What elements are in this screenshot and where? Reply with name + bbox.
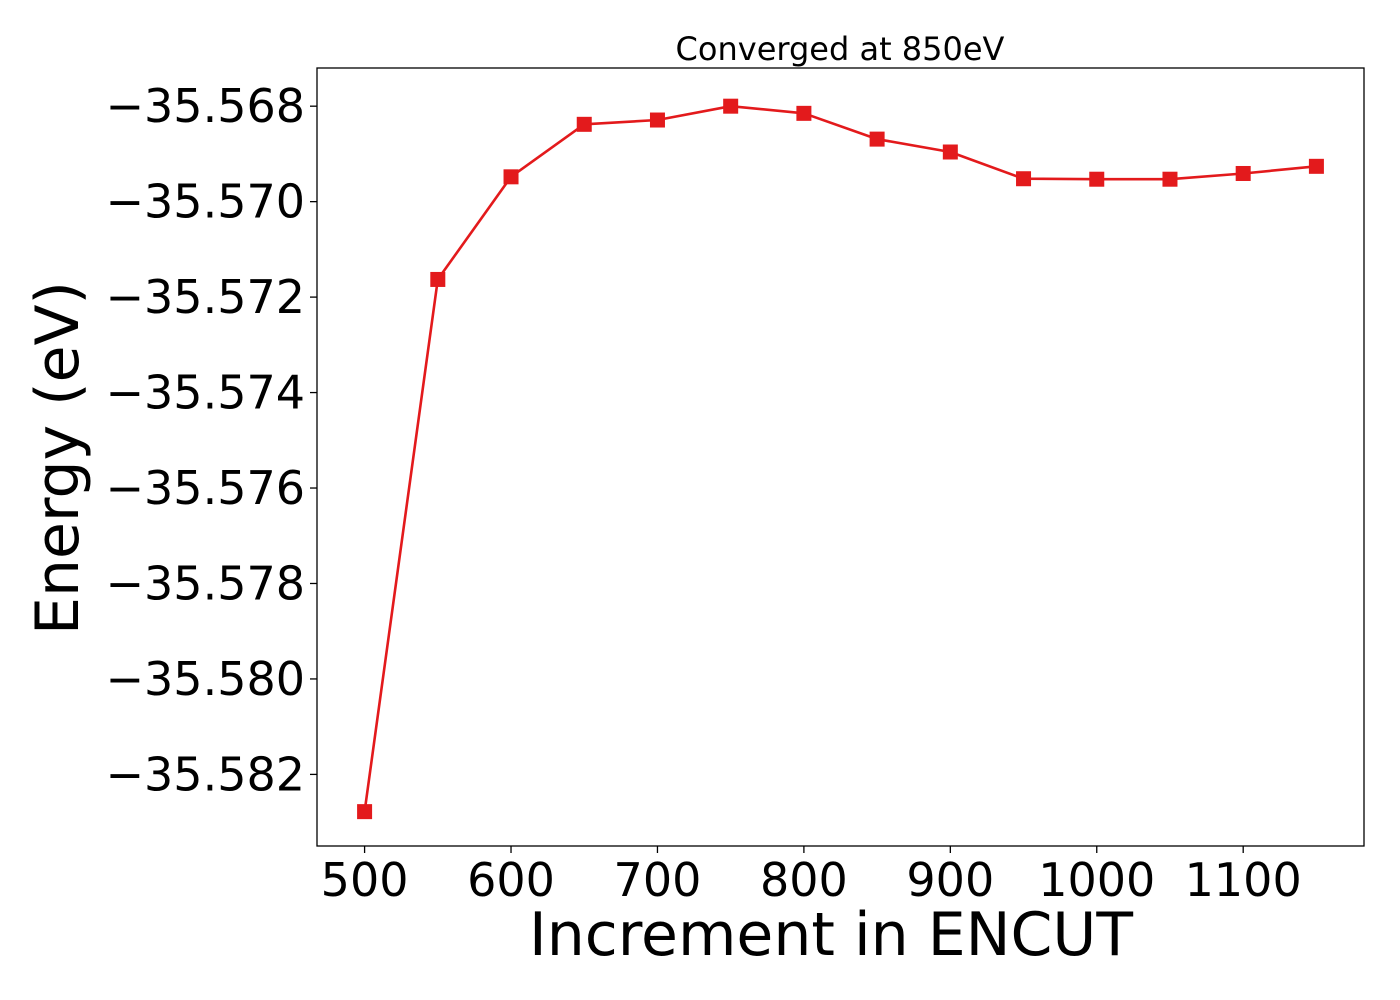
data-point-marker [942, 144, 958, 160]
x-axis-label: Increment in ENCUT [529, 900, 1133, 970]
y-tick-label: −35.582 [106, 747, 306, 801]
data-point-marker [796, 105, 812, 121]
x-axis-ticks: 500 600 700 800 900 1000 1100 [321, 846, 1302, 907]
y-tick-label: −35.578 [106, 556, 306, 610]
data-point-marker [1016, 171, 1032, 187]
series-line [363, 104, 1317, 812]
x-tick-label: 1000 [1038, 853, 1155, 907]
x-tick-label: 600 [467, 853, 555, 907]
x-tick-label: 800 [760, 853, 848, 907]
chart-title: Converged at 850eV [676, 30, 1005, 68]
plot-series [357, 98, 1324, 820]
data-point-marker [723, 98, 739, 114]
data-point-marker [1089, 171, 1105, 187]
data-point-marker [430, 271, 446, 287]
data-point-marker [357, 804, 373, 820]
y-axis-label: Energy (eV) [23, 281, 93, 635]
data-point-marker [869, 131, 885, 147]
data-point-marker [576, 116, 592, 132]
y-tick-label: −35.572 [106, 270, 306, 324]
y-tick-label: −35.574 [106, 366, 306, 420]
data-point-marker [1235, 165, 1251, 181]
x-tick-label: 700 [614, 853, 702, 907]
y-tick-label: −35.580 [106, 652, 306, 706]
data-point-marker [503, 169, 519, 185]
data-point-marker [1308, 158, 1324, 174]
y-tick-label: −35.576 [106, 461, 306, 515]
data-point-marker [1162, 171, 1178, 187]
x-tick-label: 1100 [1185, 853, 1302, 907]
y-axis-ticks: −35.568 −35.570 −35.572 −35.574 −35.576 −35.5… [106, 79, 317, 801]
y-tick-label: −35.568 [106, 79, 306, 133]
x-tick-label: 500 [321, 853, 409, 907]
data-point-marker [649, 112, 665, 128]
y-tick-label: −35.570 [106, 175, 306, 229]
plot-frame [316, 67, 1365, 847]
x-tick-label: 900 [906, 853, 994, 907]
